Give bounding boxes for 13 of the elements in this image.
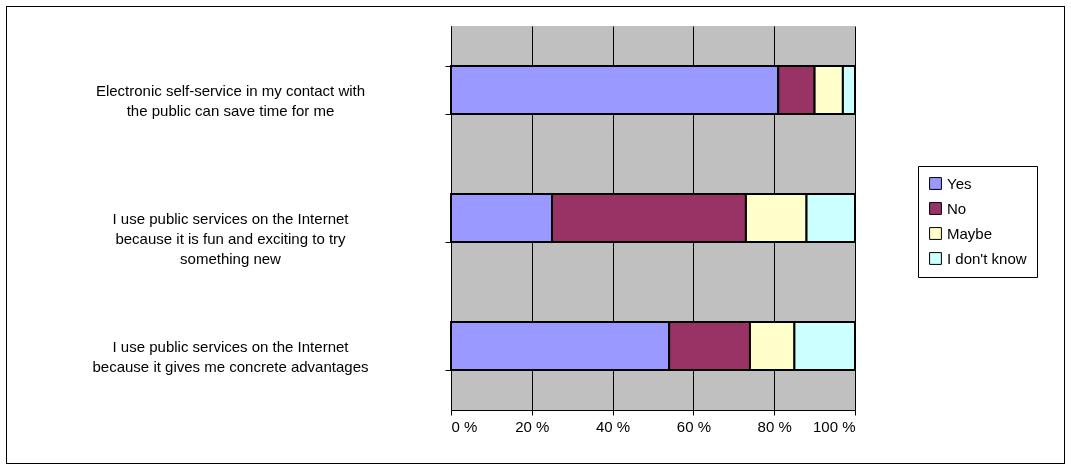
legend-label: Maybe — [947, 224, 993, 242]
legend-label: Yes — [947, 174, 972, 192]
x-tick-label: 80 % — [757, 417, 792, 435]
x-tick-label: 40 % — [596, 417, 631, 435]
y-tick-label: I use public services on the Internet because it is fun and exciting to try something new — [112, 209, 350, 267]
legend-label: I don't know — [947, 249, 1027, 267]
y-tick-label: I use public services on the Internet because it gives me concrete advantages — [92, 337, 369, 375]
legend-label: No — [947, 199, 967, 217]
y-tick-label: Electronic self-service in my contact with the public can save time for me — [95, 81, 366, 119]
x-tick-label: 100 % — [812, 417, 856, 435]
x-tick-label: 20 % — [515, 417, 550, 435]
x-tick-label: 60 % — [676, 417, 711, 435]
x-tick-label: 0 % — [451, 417, 478, 435]
